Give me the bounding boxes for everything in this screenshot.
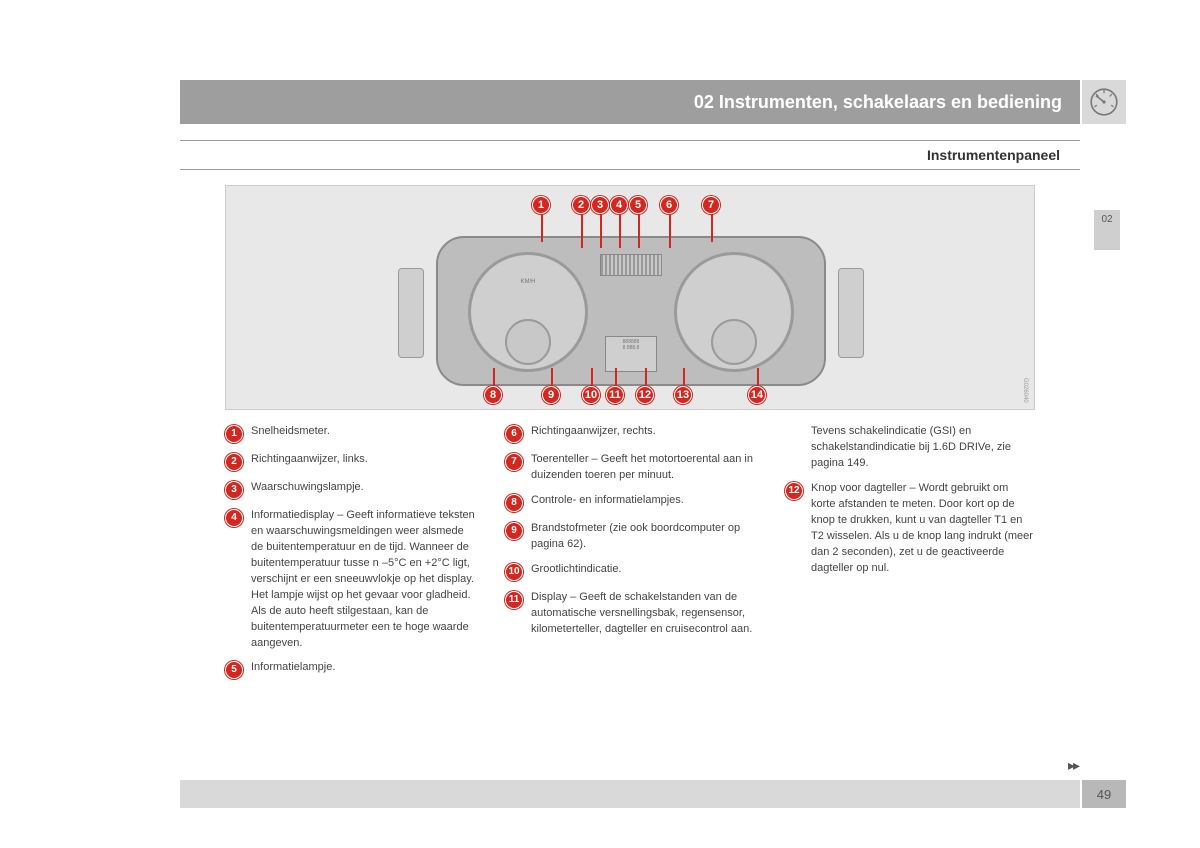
legend-text: Toerenteller – Geeft het motortoerental … <box>531 452 755 484</box>
callout-badge: 4 <box>610 196 628 214</box>
temp-gauge <box>711 319 757 365</box>
legend-text: Display – Geeft de schakelstanden van de… <box>531 590 755 638</box>
legend-number-badge: 1 <box>225 425 243 443</box>
callout-badge: 6 <box>660 196 678 214</box>
legend-col-1: 1 Snelheidsmeter. 2 Richtingaanwijzer, link… <box>225 424 475 688</box>
center-display: 888888 8 888.8 <box>605 336 657 372</box>
legend-text: Informatiedisplay – Geeft informatieve t… <box>251 508 475 651</box>
legend-text: Snelheidsmeter. <box>251 424 475 443</box>
legend-text: Informatielampje. <box>251 660 475 679</box>
legend-text: Tevens schakelindicatie (GSI) en schakel… <box>811 424 1035 472</box>
legend-item: 4 Informatiedisplay – Geeft informatieve … <box>225 508 475 651</box>
callout-badge: 8 <box>484 386 502 404</box>
legend-number-badge: 12 <box>785 482 803 500</box>
legend-item: 1 Snelheidsmeter. <box>225 424 475 443</box>
gauge-icon <box>1088 86 1120 118</box>
fuel-gauge <box>505 319 551 365</box>
callout-leader <box>619 214 621 248</box>
legend-number-badge: 2 <box>225 453 243 471</box>
side-tab: 02 <box>1094 210 1120 250</box>
page-number: 49 <box>1082 780 1126 808</box>
chapter-title: 02 Instrumenten, schakelaars en bedienin… <box>694 92 1062 113</box>
gauge-cluster: KM/H 888888 8 888.8 <box>436 236 826 386</box>
callout-leader <box>493 368 495 386</box>
callout-leader <box>600 214 602 248</box>
legend-text: Richtingaanwijzer, rechts. <box>531 424 755 443</box>
callout-leader <box>581 214 583 248</box>
legend-number-badge: 5 <box>225 661 243 679</box>
kmh-label: KM/H <box>521 279 536 285</box>
callout-leader <box>683 368 685 386</box>
legend-item: 7 Toerenteller – Geeft het motortoerental… <box>505 452 755 484</box>
callout-badge: 5 <box>629 196 647 214</box>
legend-col-3: Tevens schakelindicatie (GSI) en schakel… <box>785 424 1035 688</box>
legend-item: 8 Controle- en informatielampjes. <box>505 493 755 512</box>
legend-columns: 1 Snelheidsmeter. 2 Richtingaanwijzer, link… <box>225 424 1035 688</box>
chapter-icon <box>1082 80 1126 124</box>
legend-item: Tevens schakelindicatie (GSI) en schakel… <box>785 424 1035 472</box>
legend-text: Richtingaanwijzer, links. <box>251 452 475 471</box>
legend-item: 11 Display – Geeft de schakelstanden van … <box>505 590 755 638</box>
chapter-header: 02 Instrumenten, schakelaars en bedienin… <box>180 80 1080 124</box>
callout-badge: 9 <box>542 386 560 404</box>
legend-number-badge: 10 <box>505 563 523 581</box>
legend-text: Knop voor dagteller – Wordt gebruikt om … <box>811 481 1035 577</box>
legend-text: Grootlichtindicatie. <box>531 562 755 581</box>
lamp-panel-left <box>398 268 424 358</box>
callout-badge: 2 <box>572 196 590 214</box>
legend-number-badge: 9 <box>505 522 523 540</box>
legend-number-badge: 3 <box>225 481 243 499</box>
callout-leader <box>669 214 671 248</box>
callout-badge: 14 <box>748 386 766 404</box>
legend-item: 6 Richtingaanwijzer, rechts. <box>505 424 755 443</box>
instrument-panel-diagram: KM/H 888888 8 888.8 G026040 123456789101… <box>225 185 1035 410</box>
legend-item: 12 Knop voor dagteller – Wordt gebruikt o… <box>785 481 1035 577</box>
legend-item: 5 Informatielampje. <box>225 660 475 679</box>
legend-text: Controle- en informatielampjes. <box>531 493 755 512</box>
callout-badge: 12 <box>636 386 654 404</box>
legend-number-badge: 4 <box>225 509 243 527</box>
callout-leader <box>638 214 640 248</box>
legend-text: Brandstofmeter (zie ook boordcomputer op… <box>531 521 755 553</box>
callout-badge: 3 <box>591 196 609 214</box>
legend-number-badge: 7 <box>505 453 523 471</box>
callout-leader <box>615 368 617 386</box>
callout-leader <box>541 214 543 242</box>
section-title: Instrumentenpaneel <box>927 147 1060 163</box>
legend-number-badge: 6 <box>505 425 523 443</box>
callout-leader <box>645 368 647 386</box>
section-header-row: Instrumentenpaneel <box>180 140 1080 170</box>
callout-leader <box>551 368 553 386</box>
image-code: G026040 <box>1022 378 1028 403</box>
callout-badge: 13 <box>674 386 692 404</box>
legend-item: 10 Grootlichtindicatie. <box>505 562 755 581</box>
info-display <box>600 254 662 276</box>
callout-leader <box>757 368 759 386</box>
speedometer: KM/H <box>468 252 588 372</box>
legend-item: 9 Brandstofmeter (zie ook boordcomputer o… <box>505 521 755 553</box>
legend-item: 3 Waarschuwingslampje. <box>225 480 475 499</box>
lamp-panel-right <box>838 268 864 358</box>
footer-bar <box>180 780 1080 808</box>
continue-indicator: ▸▸ <box>1068 757 1078 774</box>
callout-badge: 10 <box>582 386 600 404</box>
legend-col-2: 6 Richtingaanwijzer, rechts. 7 Toerenteller… <box>505 424 755 688</box>
callout-leader <box>711 214 713 242</box>
legend-number-badge: 11 <box>505 591 523 609</box>
tachometer <box>674 252 794 372</box>
legend-number-badge: 8 <box>505 494 523 512</box>
callout-badge: 1 <box>532 196 550 214</box>
legend-item: 2 Richtingaanwijzer, links. <box>225 452 475 471</box>
callout-badge: 11 <box>606 386 624 404</box>
legend-text: Waarschuwingslampje. <box>251 480 475 499</box>
callout-leader <box>591 368 593 386</box>
callout-badge: 7 <box>702 196 720 214</box>
